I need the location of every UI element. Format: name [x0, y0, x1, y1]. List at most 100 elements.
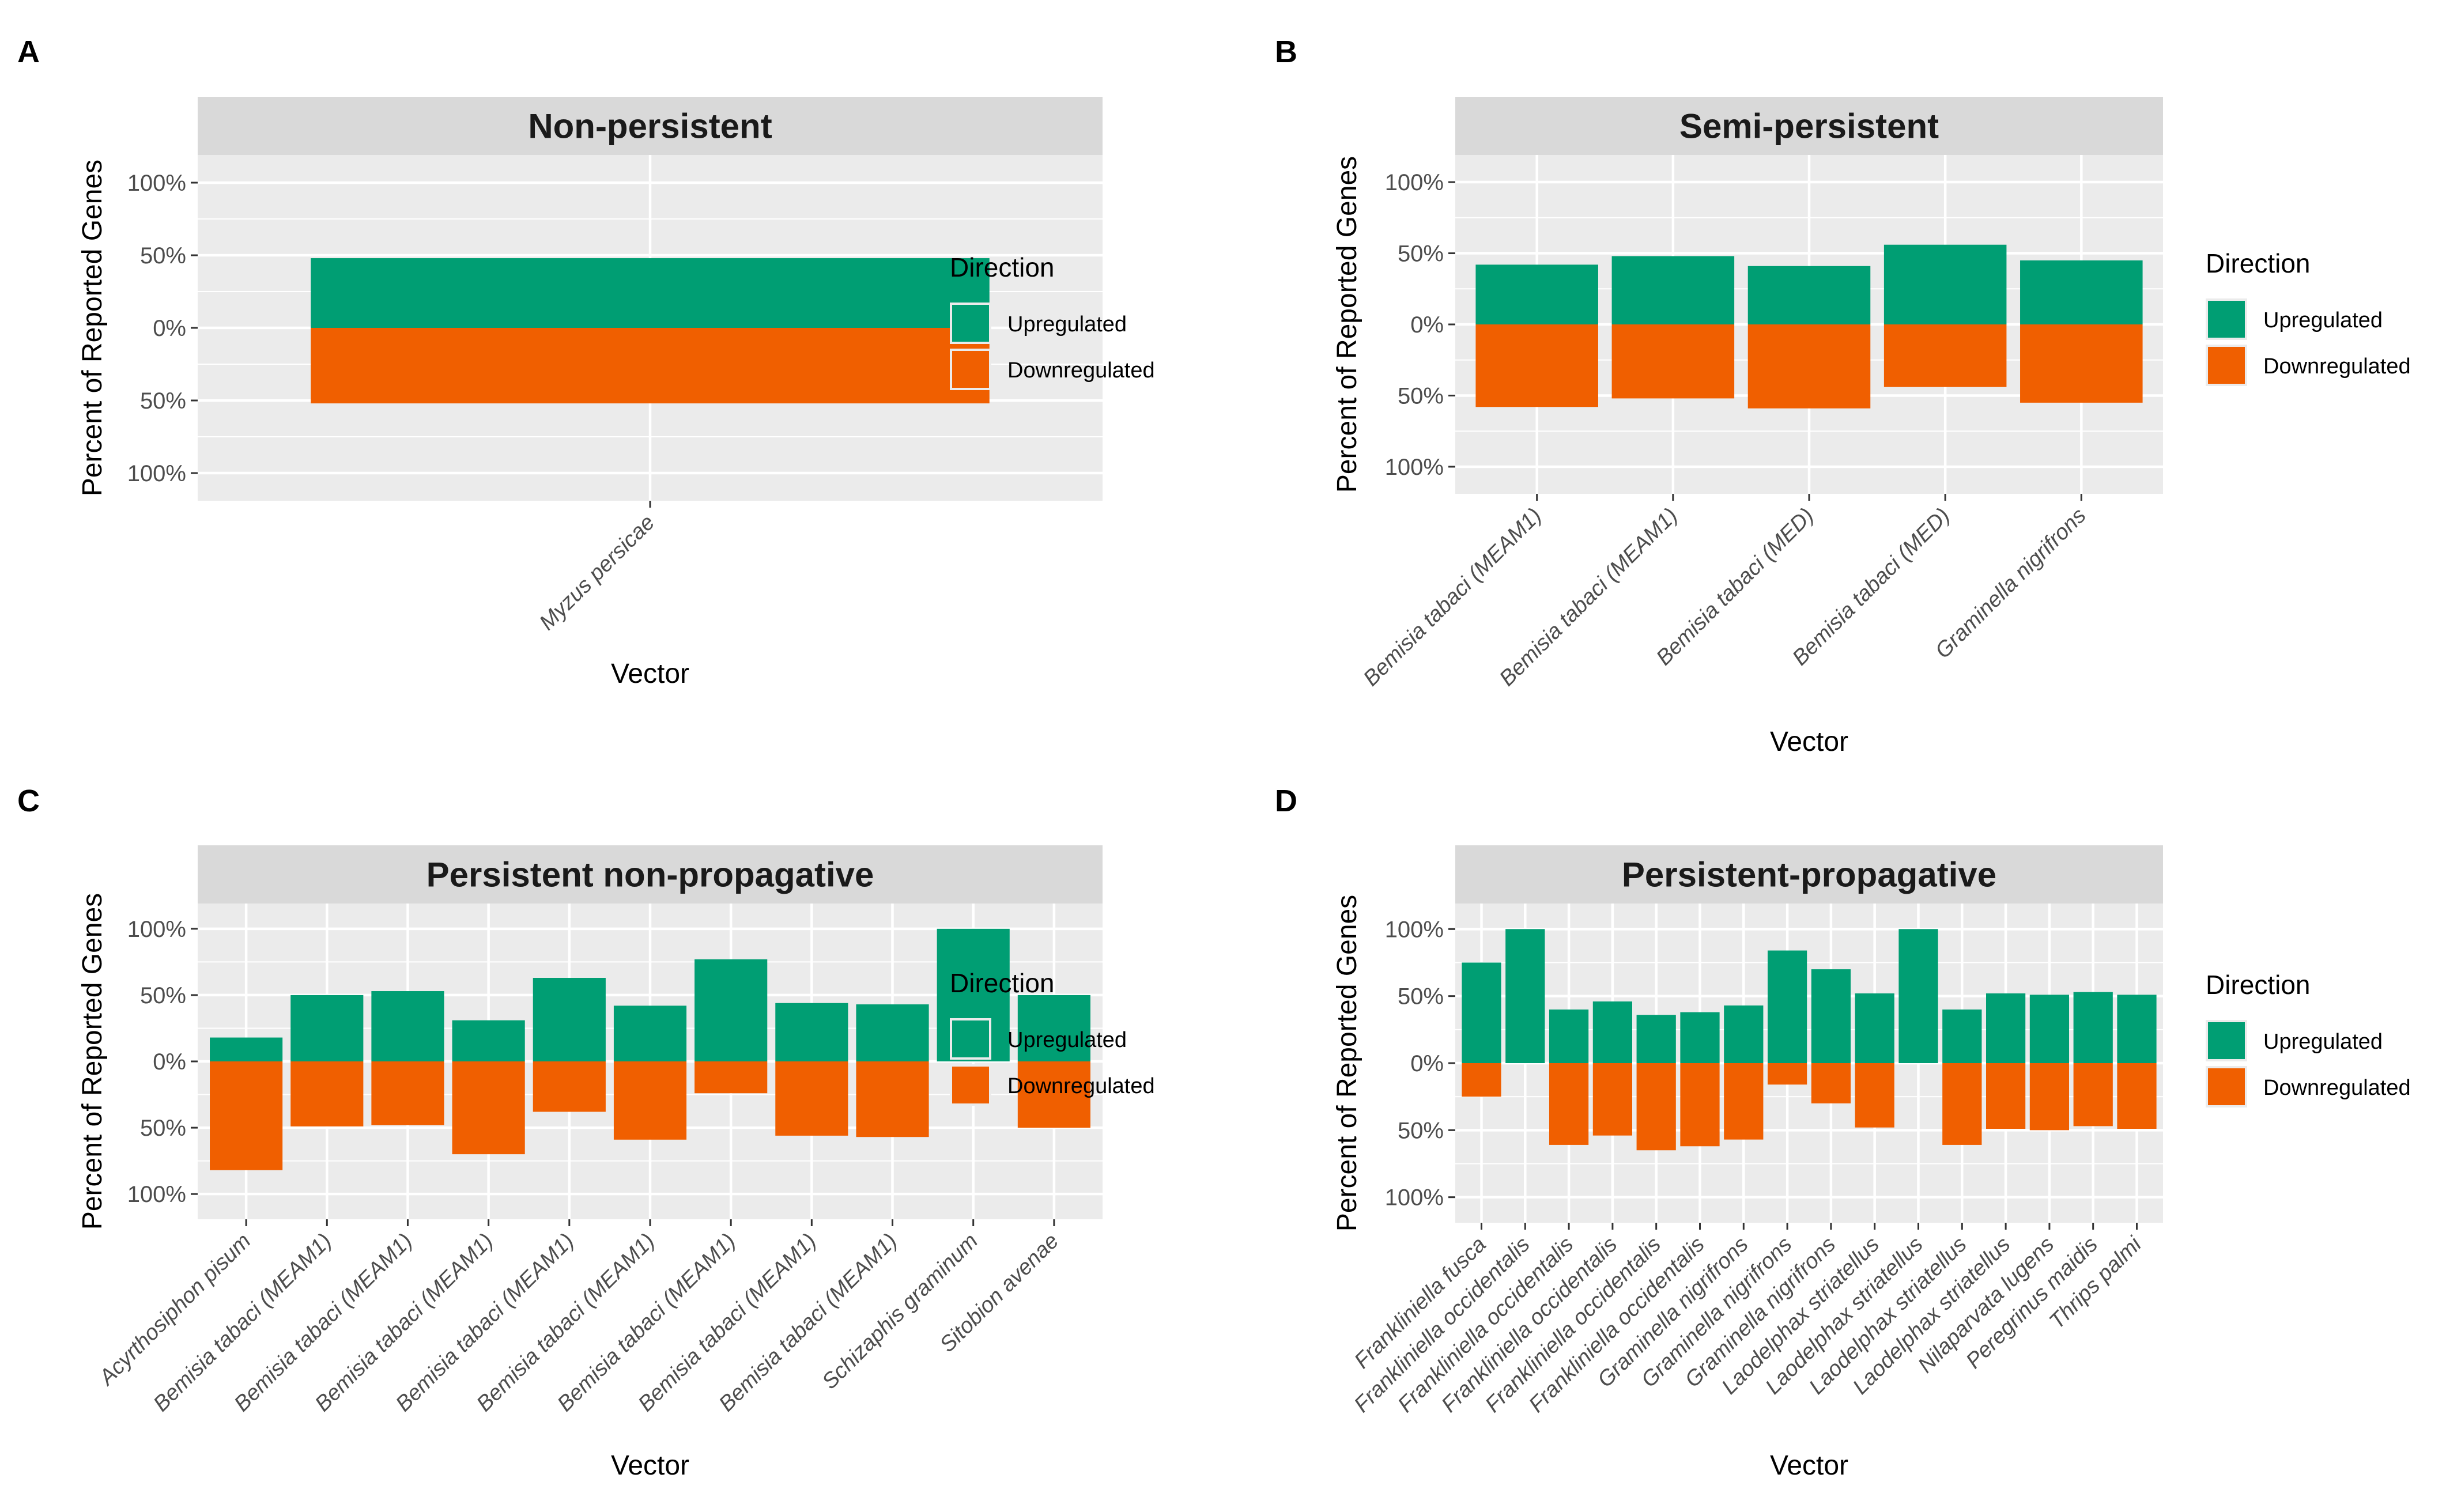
legend-title: Direction	[2206, 248, 2311, 278]
facet-strip	[198, 97, 1103, 155]
bar-upregulated	[1636, 1015, 1676, 1063]
bar-downregulated	[2073, 1063, 2113, 1127]
bar-downregulated	[1592, 1063, 1632, 1136]
panel-a: A Non-persistent 100% 50% 0% 50% 100% Myzus per…	[17, 35, 1155, 689]
legend-label-upregulated: Upregulated	[1007, 312, 1127, 337]
y-tick-label: 100%	[1385, 1185, 1444, 1211]
bar-upregulated	[1462, 962, 1501, 1063]
bar-downregulated	[311, 328, 990, 404]
y-tick-label: 0%	[1410, 1051, 1444, 1076]
y-tick-label: 100%	[127, 461, 186, 486]
bar-upregulated	[452, 1020, 525, 1061]
bar-upregulated	[1017, 995, 1090, 1061]
legend-label-downregulated: Downregulated	[1007, 1074, 1155, 1098]
bar-upregulated	[371, 991, 444, 1061]
y-tick-label: 0%	[1410, 312, 1444, 338]
bar-upregulated	[1475, 264, 1598, 324]
facet-strip	[1455, 845, 2163, 904]
x-axis-title: Vector	[611, 659, 689, 689]
x-axis-title: Vector	[611, 1450, 689, 1481]
bar-upregulated	[290, 995, 364, 1061]
y-tick-label: 50%	[1398, 241, 1444, 267]
legend-swatch-downregulated	[952, 351, 989, 388]
x-tick-label: Myzus persicae	[535, 511, 659, 635]
panel-letter: A	[17, 35, 40, 69]
legend-swatch-downregulated	[2208, 347, 2245, 384]
facet-title: Persistent non-propagative	[426, 856, 874, 894]
facet-strip	[1455, 97, 2163, 155]
bar-downregulated	[1747, 324, 1871, 409]
legend-label-downregulated: Downregulated	[1007, 358, 1155, 383]
bar-downregulated	[533, 1061, 606, 1112]
bar-upregulated	[1898, 929, 1938, 1063]
legend-label-downregulated: Downregulated	[2263, 354, 2411, 379]
y-tick-label: 50%	[1398, 1118, 1444, 1143]
facet-strip	[198, 845, 1103, 904]
bar-upregulated	[1680, 1012, 1720, 1063]
x-axis-title: Vector	[1770, 1450, 1848, 1481]
bar-upregulated	[1811, 969, 1851, 1063]
bar-downregulated	[371, 1061, 444, 1125]
bar-downregulated	[210, 1061, 283, 1170]
legend-swatch-downregulated	[952, 1067, 989, 1103]
bar-downregulated	[775, 1061, 848, 1136]
panel-c: C Persistent non-propagative 100% 50% 0% 50% 1…	[17, 784, 1155, 1481]
legend-swatch-upregulated	[952, 305, 989, 342]
bar-upregulated	[210, 1037, 283, 1061]
bar-upregulated	[775, 1003, 848, 1061]
y-axis-title: Percent of Reported Genes	[1332, 156, 1362, 493]
x-tick-label: Schizaphis graminum	[818, 1229, 983, 1394]
bar-downregulated	[1767, 1063, 1807, 1085]
panel-letter: B	[1275, 35, 1297, 69]
bar-downregulated	[2029, 1063, 2070, 1131]
legend-title: Direction	[950, 968, 1055, 998]
x-tick-label: Acyrthosiphon pisum	[94, 1229, 256, 1391]
legend-title: Direction	[2206, 970, 2311, 1000]
bar-downregulated	[1462, 1063, 1501, 1097]
bar-upregulated	[533, 977, 606, 1061]
bar-downregulated	[1811, 1063, 1851, 1103]
legend-label-downregulated: Downregulated	[2263, 1076, 2411, 1100]
y-tick-label: 50%	[140, 243, 186, 269]
bar-downregulated	[1549, 1063, 1589, 1145]
y-tick-label: 50%	[140, 983, 186, 1008]
facet-title: Persistent-propagative	[1622, 856, 1996, 894]
x-tick-label: Bemisia tabaci (MED)	[1788, 504, 1955, 671]
panel-b: B Semi-persistent 100% 50% 0% 50% 100% Bemisia …	[1275, 35, 2411, 757]
x-axis-title: Vector	[1770, 727, 1848, 757]
y-tick-label: 100%	[127, 171, 186, 196]
bar-downregulated	[1680, 1063, 1720, 1147]
bar-downregulated	[1942, 1063, 1982, 1145]
bar-upregulated	[1747, 266, 1871, 324]
facet-title: Non-persistent	[528, 107, 772, 146]
bar-downregulated	[1017, 1061, 1090, 1128]
bar-downregulated	[2117, 1063, 2157, 1129]
y-axis-title: Percent of Reported Genes	[77, 893, 108, 1230]
bar-upregulated	[1611, 256, 1735, 324]
bar-upregulated	[311, 258, 990, 328]
y-tick-label: 100%	[1385, 170, 1444, 195]
bar-upregulated	[1883, 244, 2007, 324]
legend-label-upregulated: Upregulated	[1007, 1028, 1127, 1052]
legend-swatch-downregulated	[2208, 1068, 2245, 1105]
bar-upregulated	[2073, 992, 2113, 1063]
legend-swatch-upregulated	[2208, 301, 2245, 338]
bar-downregulated	[2020, 324, 2143, 403]
legend-title: Direction	[950, 252, 1055, 282]
bar-upregulated	[1592, 1001, 1632, 1063]
bar-upregulated	[1767, 950, 1807, 1063]
panel-letter: C	[17, 784, 40, 818]
bar-upregulated	[613, 1006, 687, 1061]
facet-title: Semi-persistent	[1679, 107, 1939, 146]
bar-downregulated	[452, 1061, 525, 1155]
y-axis-title: Percent of Reported Genes	[1332, 895, 1362, 1231]
x-tick-label: Bemisia tabaci (MED)	[1652, 504, 1819, 671]
bar-upregulated	[1855, 993, 1894, 1063]
y-tick-label: 0%	[153, 1049, 186, 1075]
y-tick-label: 50%	[140, 1116, 186, 1141]
bar-upregulated	[1724, 1005, 1764, 1063]
legend-label-upregulated: Upregulated	[2263, 308, 2383, 332]
bar-downregulated	[1883, 324, 2007, 387]
y-tick-label: 100%	[127, 917, 186, 942]
